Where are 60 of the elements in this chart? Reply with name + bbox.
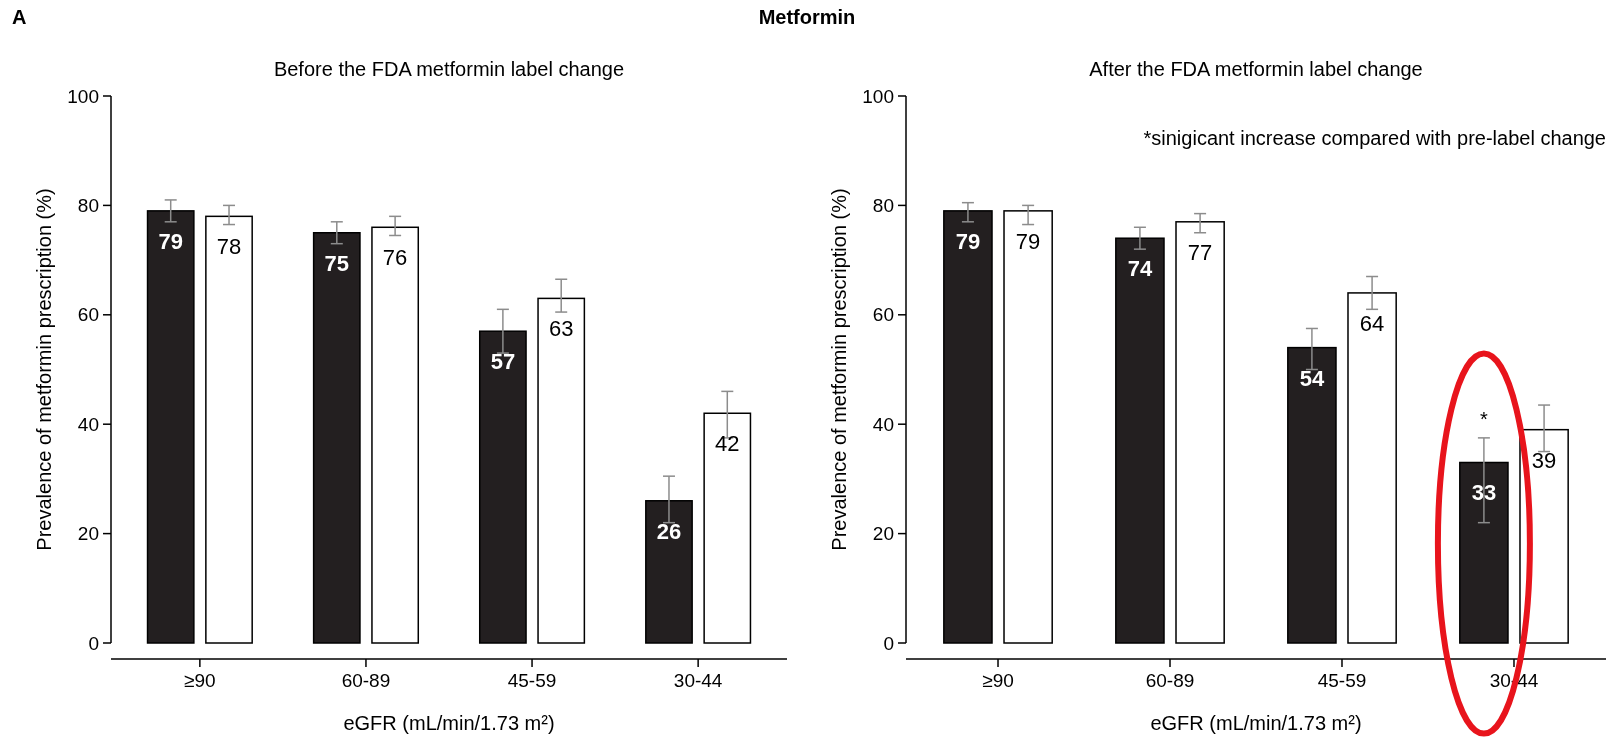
y-tick-label: 20 (77, 523, 99, 545)
text: A (12, 6, 27, 28)
y-tick-label: 40 (77, 413, 99, 435)
data-label: 75 (324, 250, 350, 276)
data-label: 39 (1531, 447, 1557, 473)
data-label: 63 (548, 316, 574, 342)
data-label: 42 (715, 431, 740, 457)
bar (1287, 346, 1337, 644)
data-label: 64 (1359, 310, 1385, 336)
data-label: 79 (1015, 228, 1041, 254)
y-tick-label: 80 (77, 195, 99, 217)
x-tick-label: 30-44 (673, 670, 723, 691)
bar (1347, 292, 1397, 644)
y-tick-label: 100 (862, 85, 894, 107)
y-tick-label: 60 (872, 304, 894, 326)
data-label: 57 (490, 349, 516, 375)
x-tick-label: ≥90 (184, 670, 216, 691)
bar (645, 500, 693, 644)
y-tick-label: 60 (77, 304, 99, 326)
y-tick-label: 80 (872, 195, 894, 217)
y-tick-label: 0 (88, 632, 99, 654)
data-label: 79 (158, 228, 183, 254)
x-tick-label: 45-59 (507, 670, 557, 691)
chart-title: After the FDA metformin label change (1089, 58, 1423, 80)
bar (478, 330, 527, 644)
bar (205, 215, 253, 644)
bar (1003, 210, 1053, 644)
y-tick-label: 40 (872, 413, 894, 435)
data-label: 79 (955, 228, 981, 254)
bar (371, 226, 420, 644)
x-tick-label: 60-89 (1145, 670, 1195, 691)
data-label: 74 (1127, 256, 1153, 282)
y-tick-label: 100 (67, 85, 99, 107)
bar (312, 232, 361, 644)
annotation: * (1480, 407, 1488, 430)
bar (1459, 461, 1509, 644)
bar (703, 412, 752, 644)
x-tick-label: 60-89 (341, 670, 391, 691)
bar (1115, 237, 1165, 644)
y-axis-title: Prevalence of metformin prescription (%) (33, 188, 55, 551)
data-label: 78 (216, 234, 242, 260)
x-tick-label: 45-59 (1317, 670, 1367, 691)
x-tick-label: ≥90 (982, 670, 1014, 691)
y-axis-title: Prevalence of metformin prescription (%) (828, 188, 850, 551)
chart-title: Before the FDA metformin label change (273, 58, 625, 80)
data-label: 26 (656, 518, 682, 544)
bar (537, 297, 586, 644)
data-label: 33 (1471, 480, 1497, 506)
x-axis-title: eGFR (mL/min/1.73 m²) (343, 712, 555, 734)
x-axis-title: eGFR (mL/min/1.73 m²) (1150, 712, 1362, 734)
data-label: 76 (382, 245, 408, 271)
y-tick-label: 20 (872, 523, 894, 545)
data-label: 54 (1299, 365, 1325, 391)
annotation: *sinigicant increase compared with pre-label change (1143, 127, 1606, 149)
data-label: 77 (1187, 239, 1213, 265)
bar (146, 210, 195, 644)
bar (1175, 221, 1225, 644)
text: Metformin (758, 6, 856, 28)
bar (943, 210, 993, 644)
y-tick-label: 0 (883, 632, 894, 654)
